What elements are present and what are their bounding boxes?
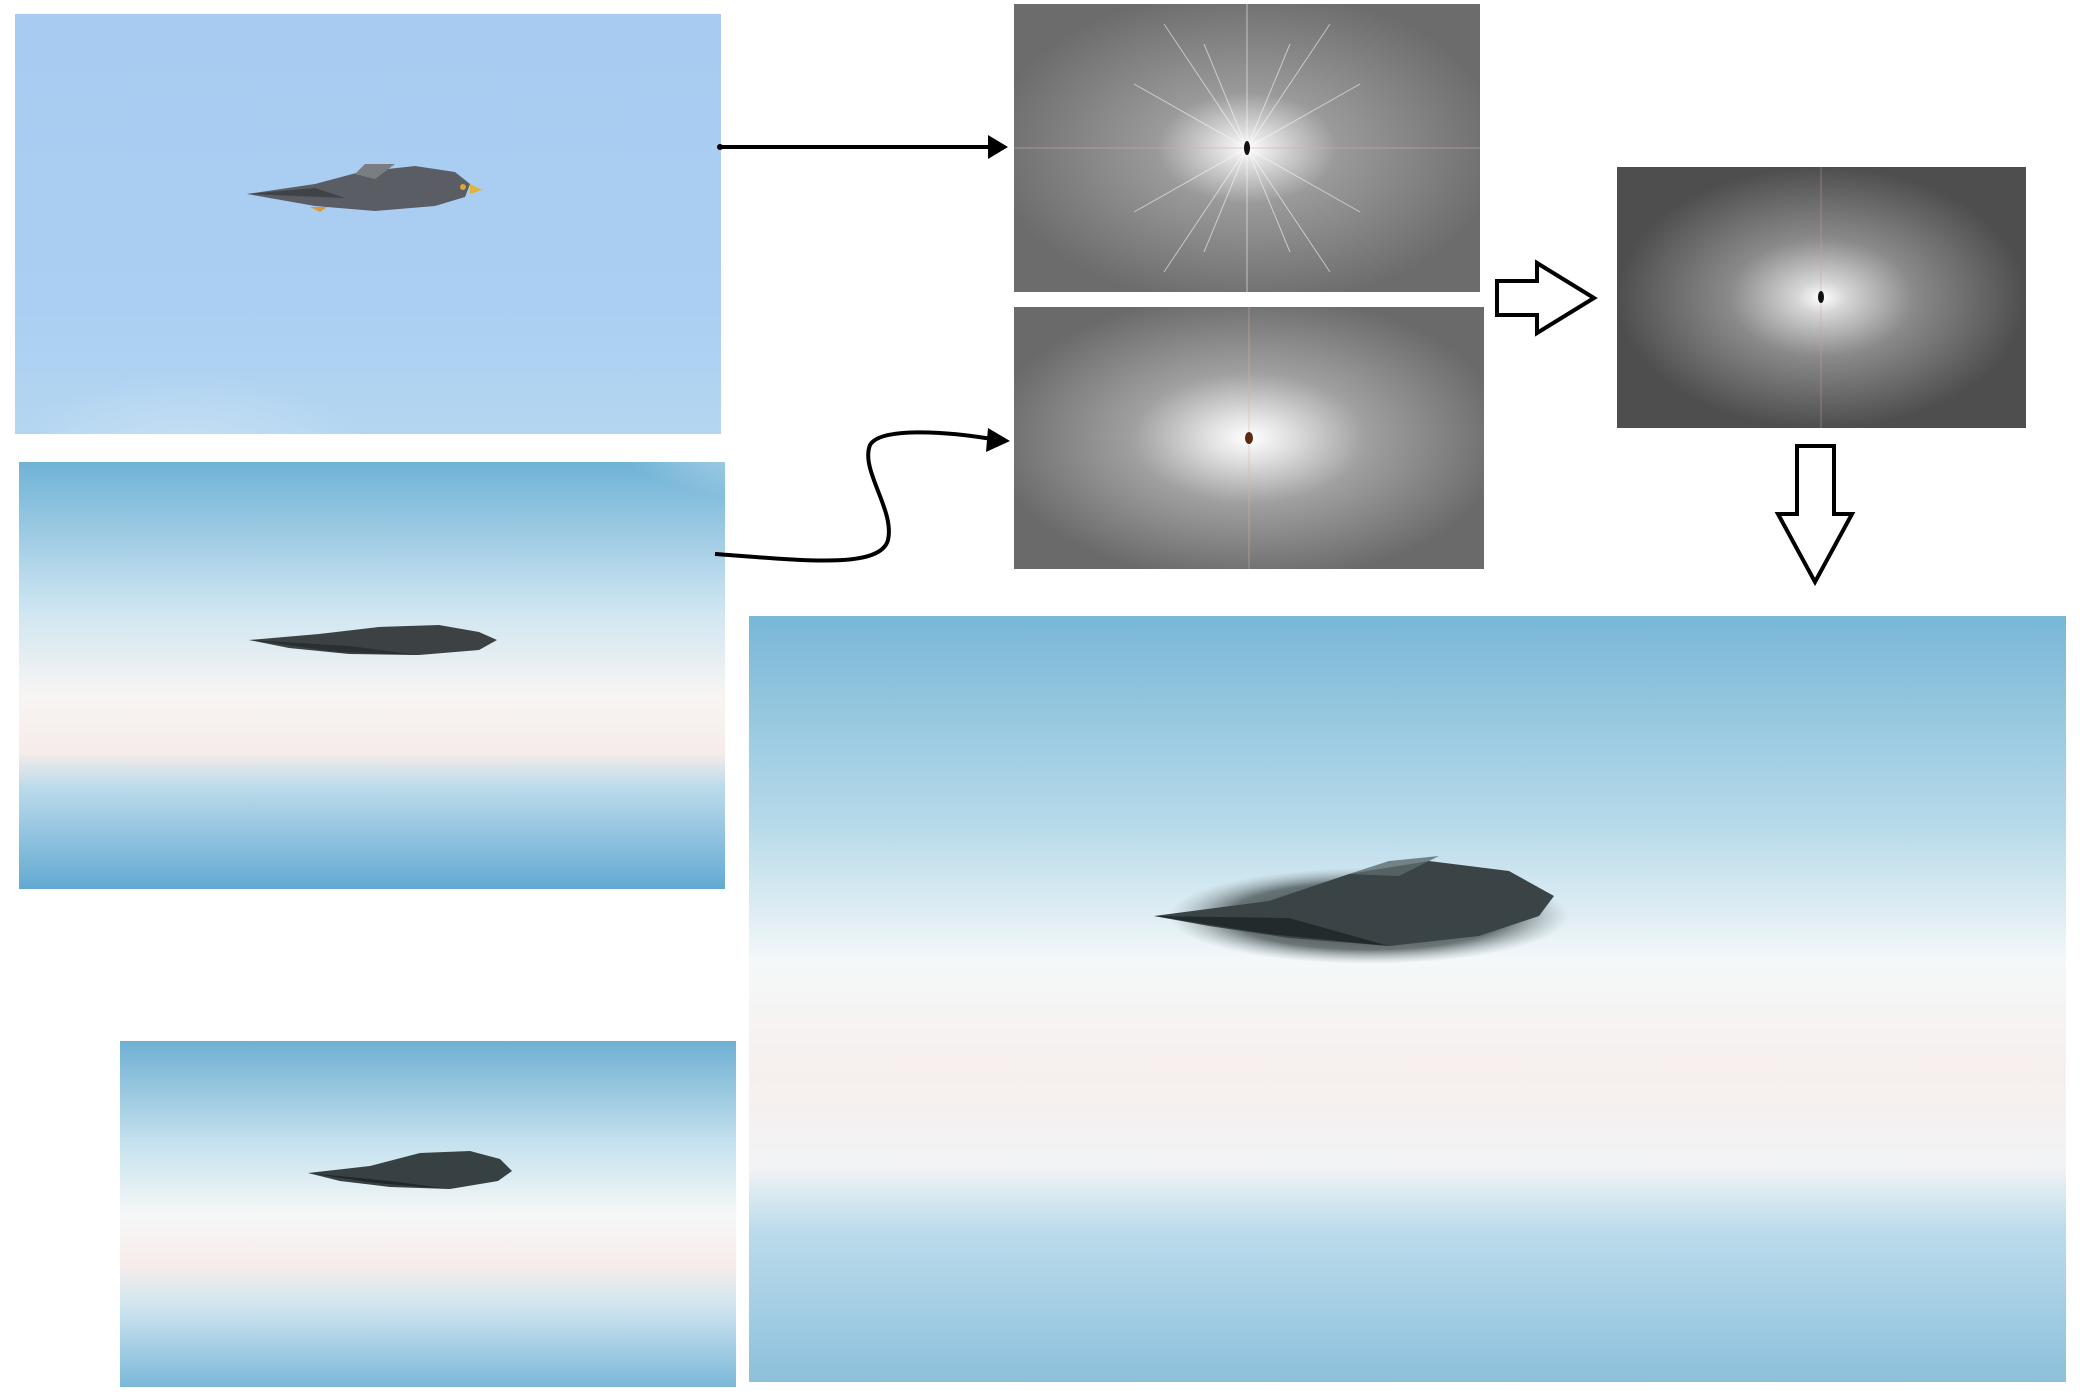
arrow-bomber-to-spectrum [714, 428, 1010, 563]
hollow-arrow-down [1774, 444, 1856, 587]
bomber-fourier-spectrum [1014, 307, 1484, 569]
falcon-fourier-spectrum [1014, 4, 1480, 292]
combined-fourier-spectrum [1617, 167, 2026, 428]
falcon-photo [15, 14, 721, 434]
hybrid-small-bird-bomber-icon [308, 1151, 512, 1189]
hollow-arrow-right [1495, 259, 1598, 337]
stealth-bomber-photo [19, 462, 725, 889]
stealth-bomber-icon [249, 625, 497, 655]
arrow-falcon-to-spectrum [717, 135, 1008, 159]
falcon-icon [247, 164, 482, 212]
hybrid-bird-bomber-icon [1154, 856, 1569, 964]
hybrid-result-large [749, 616, 2066, 1382]
hybrid-result-small [120, 1041, 736, 1387]
